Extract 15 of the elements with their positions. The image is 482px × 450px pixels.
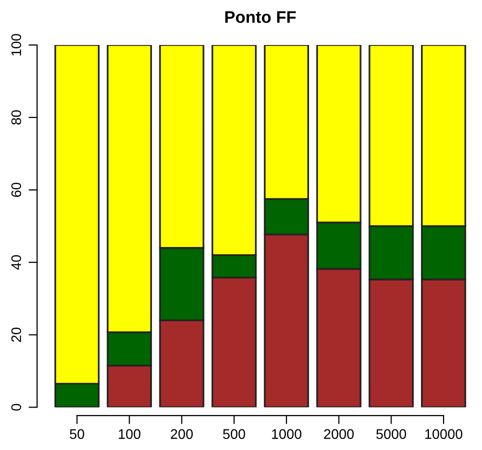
x-tick-label: 5000 (376, 429, 406, 439)
y-tick-label: 20 (11, 328, 22, 342)
x-tick-label: 1000 (272, 429, 302, 439)
y-tick-label: 60 (11, 182, 22, 197)
x-tick-label: 100 (118, 429, 140, 439)
x-tick-label: 50 (70, 429, 84, 439)
x-tick-label: 10000 (425, 429, 462, 439)
x-tick-label: 200 (170, 429, 193, 439)
chart-title: Ponto FF (225, 11, 296, 23)
x-tick-label: 2000 (324, 429, 354, 439)
x-tick-label: 500 (223, 429, 246, 439)
y-tick-label: 80 (11, 110, 22, 125)
y-tick-label: 100 (11, 34, 22, 56)
y-tick-label: 40 (11, 255, 22, 270)
y-tick-label: 0 (11, 404, 22, 411)
